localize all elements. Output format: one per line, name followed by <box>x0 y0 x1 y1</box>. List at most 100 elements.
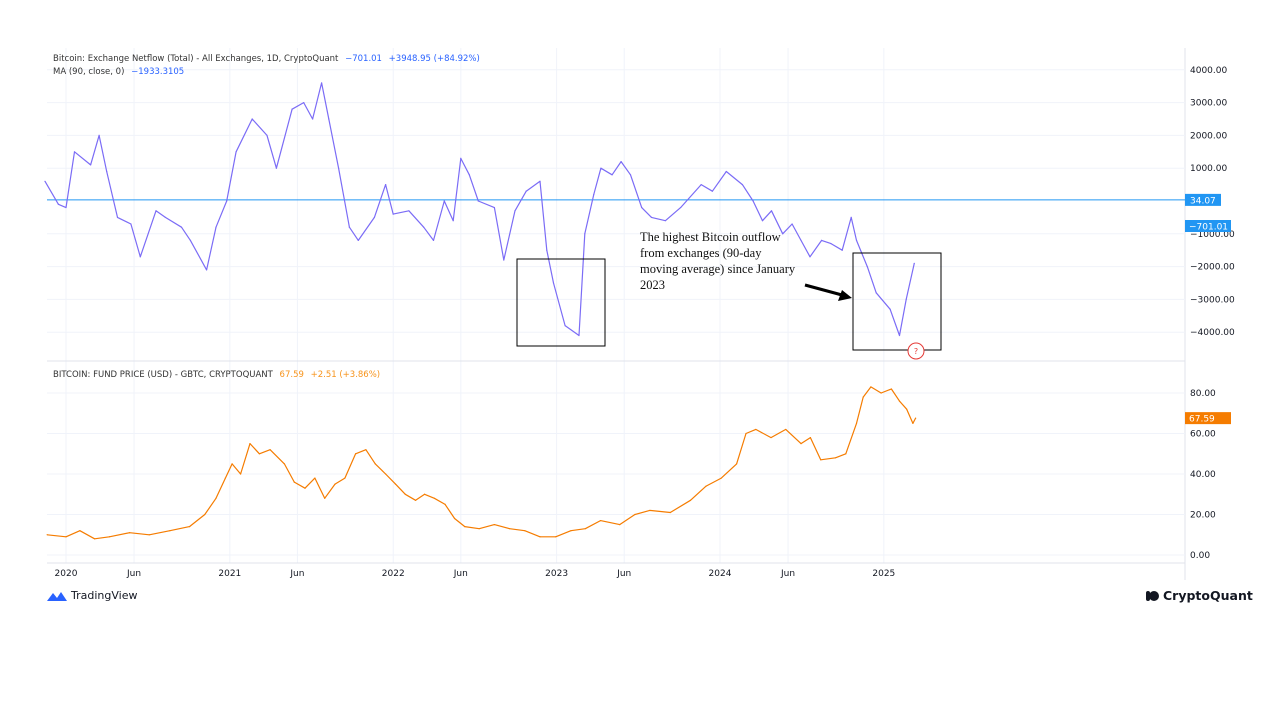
y-tick-label: −1000.00 <box>1190 230 1235 240</box>
data-point <box>404 493 406 495</box>
tradingview-logo[interactable]: TradingView <box>47 589 137 602</box>
data-point <box>539 180 541 182</box>
data-point <box>611 174 613 176</box>
data-point <box>130 223 132 225</box>
y-tick-label: 4000.00 <box>1190 66 1227 76</box>
data-point <box>898 334 901 337</box>
data-point <box>599 519 602 522</box>
data-point <box>304 487 306 489</box>
x-tick-label: 2024 <box>709 569 732 579</box>
gbtc-price-line <box>47 386 917 540</box>
data-point <box>725 170 727 173</box>
data-point <box>821 239 823 241</box>
data-point <box>180 226 183 228</box>
gbtc-legend: BITCOIN: FUND PRICE (USD) - GBTC, CRYPTO… <box>53 370 384 380</box>
data-point <box>251 118 253 120</box>
data-point <box>394 483 397 485</box>
x-tick-label: Jun <box>453 569 468 579</box>
data-point <box>106 170 108 173</box>
data-point <box>493 524 495 526</box>
data-point <box>700 184 702 186</box>
data-point <box>890 388 893 390</box>
data-point <box>524 530 526 532</box>
data-point <box>791 223 793 225</box>
data-point <box>880 392 882 394</box>
data-point <box>443 200 445 202</box>
data-point <box>231 463 233 465</box>
data-point <box>392 213 394 215</box>
data-point <box>478 528 480 530</box>
data-point <box>634 513 636 516</box>
data-point <box>108 536 111 538</box>
netflow-title: Bitcoin: Exchange Netflow (Total) - All … <box>53 54 339 64</box>
data-point <box>357 239 359 241</box>
y-tick-label: 20.00 <box>1190 511 1216 521</box>
data-point <box>841 249 843 251</box>
data-point <box>855 422 858 424</box>
data-point <box>875 292 877 294</box>
data-point <box>782 233 784 235</box>
data-point <box>570 530 572 532</box>
data-point <box>912 422 914 424</box>
ma-legend: MA (90, close, 0) −1933.3105 <box>53 67 188 77</box>
data-point <box>650 216 653 218</box>
data-point <box>128 532 131 534</box>
x-tick-label: 2020 <box>55 569 78 579</box>
y-tick-label: 3000.00 <box>1190 99 1227 109</box>
data-point <box>73 151 76 153</box>
ma-value: −1933.3105 <box>131 67 185 77</box>
data-point <box>834 457 837 459</box>
data-point <box>641 206 643 209</box>
netflow-last-value: −701.01 <box>345 54 382 64</box>
data-point <box>239 473 242 475</box>
x-tick-label: Jun <box>289 569 304 579</box>
data-point <box>629 174 632 176</box>
data-point <box>711 190 713 192</box>
data-point <box>188 526 191 528</box>
y-tick-label: 1000.00 <box>1190 164 1227 174</box>
data-point <box>355 453 357 455</box>
data-point <box>116 216 119 218</box>
data-point <box>564 325 566 327</box>
y-tick-label: −2000.00 <box>1190 263 1235 273</box>
data-point <box>552 282 555 284</box>
price-tag <box>1185 220 1231 232</box>
data-point <box>493 206 495 209</box>
data-point <box>98 134 100 136</box>
data-point <box>408 210 410 212</box>
data-point <box>334 483 336 485</box>
y-tick-label: 80.00 <box>1190 389 1216 399</box>
data-point <box>164 216 166 218</box>
data-point <box>906 408 908 410</box>
data-point <box>215 497 217 499</box>
data-point <box>820 459 822 461</box>
data-point <box>453 517 456 520</box>
data-point <box>669 511 671 514</box>
price-tag-label: −701.01 <box>1189 223 1228 233</box>
data-point <box>525 190 527 192</box>
data-point <box>855 239 858 241</box>
x-tick-label: Jun <box>126 569 141 579</box>
data-point <box>452 220 454 222</box>
data-point <box>224 477 226 479</box>
y-tick-label: 0.00 <box>1190 551 1210 561</box>
data-point <box>258 453 260 455</box>
data-point <box>770 210 773 212</box>
arrow-head-icon <box>838 290 852 301</box>
event-marker-icon <box>907 342 925 360</box>
annotation-text: The highest Bitcoin outflow from exchang… <box>640 230 796 292</box>
x-tick-label: 2025 <box>872 569 895 579</box>
x-tick-label: 2021 <box>218 569 241 579</box>
price-tag <box>1185 412 1231 425</box>
gbtc-last-value: 67.59 <box>279 370 304 380</box>
x-tick-label: 2023 <box>545 569 568 579</box>
data-point <box>578 334 580 337</box>
data-point <box>620 161 622 163</box>
data-point <box>741 184 743 186</box>
data-point <box>546 249 548 251</box>
data-point <box>539 536 541 538</box>
data-point <box>845 453 847 455</box>
data-point <box>509 528 511 530</box>
data-point <box>321 82 323 84</box>
data-point <box>139 256 141 258</box>
